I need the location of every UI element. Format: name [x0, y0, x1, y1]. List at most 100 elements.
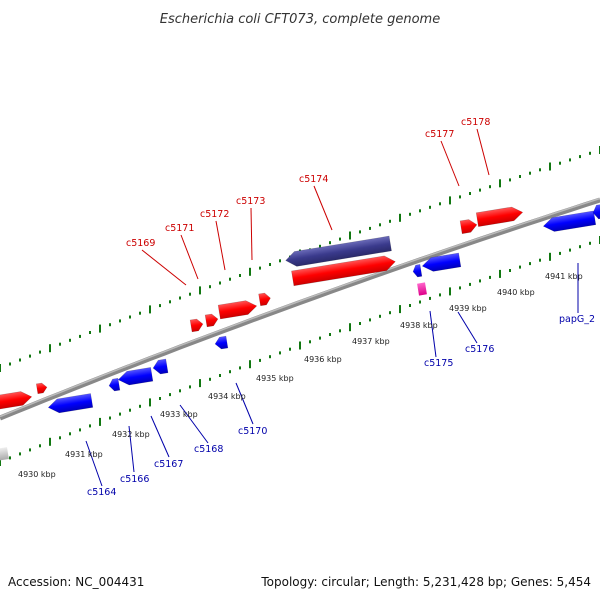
minor-tick: [459, 195, 461, 199]
major-tick: [49, 437, 51, 446]
minus-gene-arrow: [152, 358, 169, 375]
minor-tick: [129, 408, 131, 412]
tick-label: 4938 kbp: [400, 321, 438, 330]
plus-gene-arrow: [35, 382, 48, 395]
leader-line: [180, 234, 199, 280]
major-tick: [149, 305, 151, 314]
gene-label-c5171: c5171: [165, 223, 194, 234]
minor-tick: [89, 424, 91, 428]
minor-tick: [259, 266, 261, 270]
gene-label-papG_2: papG_2: [559, 314, 595, 325]
minor-tick: [209, 285, 211, 289]
leader-line: [313, 185, 333, 231]
tick-labels: 4930 kbp 4931 kbp 4932 kbp 4933 kbp 4934…: [18, 272, 583, 479]
minor-tick: [19, 358, 21, 362]
gene-label-c5173: c5173: [236, 196, 265, 207]
minor-tick: [579, 245, 581, 249]
leader-line: [150, 415, 170, 458]
gene-label-c5177: c5177: [425, 129, 454, 140]
minor-tick: [59, 342, 61, 346]
genome-backbone: [0, 197, 600, 421]
minor-tick: [479, 279, 481, 283]
major-tick: [449, 287, 451, 296]
minor-tick: [89, 331, 91, 334]
minor-tick: [429, 296, 431, 300]
minor-tick: [129, 315, 131, 319]
leader-line: [429, 310, 437, 358]
minor-tick: [279, 351, 281, 355]
major-tick: [49, 344, 51, 353]
minor-tick: [119, 319, 121, 323]
tick-label: 4939 kbp: [449, 304, 487, 313]
tick-label: 4935 kbp: [256, 374, 294, 383]
minor-tick: [169, 393, 171, 397]
minor-tick: [429, 205, 431, 209]
major-tick: [149, 398, 151, 407]
major-tick: [399, 305, 401, 314]
minor-tick: [39, 444, 41, 448]
minor-tick: [279, 259, 281, 263]
highlighted-feature: [285, 235, 392, 267]
plus-gene-arrow: [475, 206, 524, 227]
minor-tick: [69, 432, 71, 436]
minor-tick: [519, 265, 521, 269]
major-tick: [0, 364, 1, 372]
map-title: Escherichia coli CFT073, complete genome: [160, 12, 440, 27]
minor-tick: [339, 329, 341, 333]
minor-tick: [559, 161, 561, 165]
minor-tick: [369, 226, 371, 230]
minor-tick: [179, 389, 181, 393]
minor-tick: [479, 188, 481, 192]
minus-gene-arrow: [108, 377, 121, 392]
plus-gene-arrow: [0, 391, 33, 411]
minor-tick: [529, 171, 531, 175]
major-tick: [549, 252, 551, 261]
minor-tick: [409, 304, 411, 307]
minor-tick: [469, 282, 471, 286]
minor-tick: [559, 251, 561, 255]
minor-tick: [329, 333, 331, 336]
minus-gene-arrow: [117, 367, 154, 386]
minor-tick: [269, 263, 271, 266]
minor-tick: [239, 366, 241, 370]
minor-tick: [489, 185, 491, 189]
major-tick: [499, 269, 501, 278]
gene-label-c5176: c5176: [465, 344, 494, 355]
minor-tick: [569, 158, 571, 162]
minus-gene-labels: c5164 c5166 c5167 c5168 c5170 c5175 c517…: [87, 314, 595, 498]
minor-tick: [229, 370, 231, 374]
major-tick: [449, 196, 451, 205]
major-tick: [399, 213, 401, 222]
minor-tick: [179, 296, 181, 300]
minor-tick: [219, 374, 221, 377]
tick-label: 4934 kbp: [208, 392, 246, 401]
minor-tick: [439, 202, 441, 206]
tick-label: 4931 kbp: [65, 450, 103, 459]
minor-tick: [69, 338, 71, 342]
leader-line: [128, 425, 135, 473]
minor-tick: [379, 223, 381, 227]
minor-tick: [79, 334, 81, 338]
minor-tick: [269, 355, 271, 359]
minor-tick: [389, 219, 391, 223]
minor-tick: [569, 248, 571, 252]
major-tick: [299, 341, 301, 350]
minor-tick: [339, 237, 341, 241]
label-leaders: [85, 128, 579, 487]
tick-label: 4933 kbp: [160, 410, 198, 419]
plus-gene-arrow: [217, 300, 258, 320]
minor-tick: [159, 304, 161, 308]
minor-tick: [529, 262, 531, 266]
minor-tick: [139, 311, 141, 315]
major-tick: [349, 323, 351, 332]
leader-line: [457, 311, 478, 344]
gene-label-c5169: c5169: [126, 238, 155, 249]
minor-tick: [159, 397, 161, 400]
minus-gene-arrow: [412, 264, 423, 278]
minor-tick: [369, 318, 371, 322]
minor-tick: [589, 241, 591, 245]
plus-gene-labels: c5169 c5171 c5172 c5173 c5174 c5177 c517…: [126, 117, 490, 249]
minus-gene-arrow: [214, 335, 229, 350]
leader-line: [440, 140, 460, 187]
